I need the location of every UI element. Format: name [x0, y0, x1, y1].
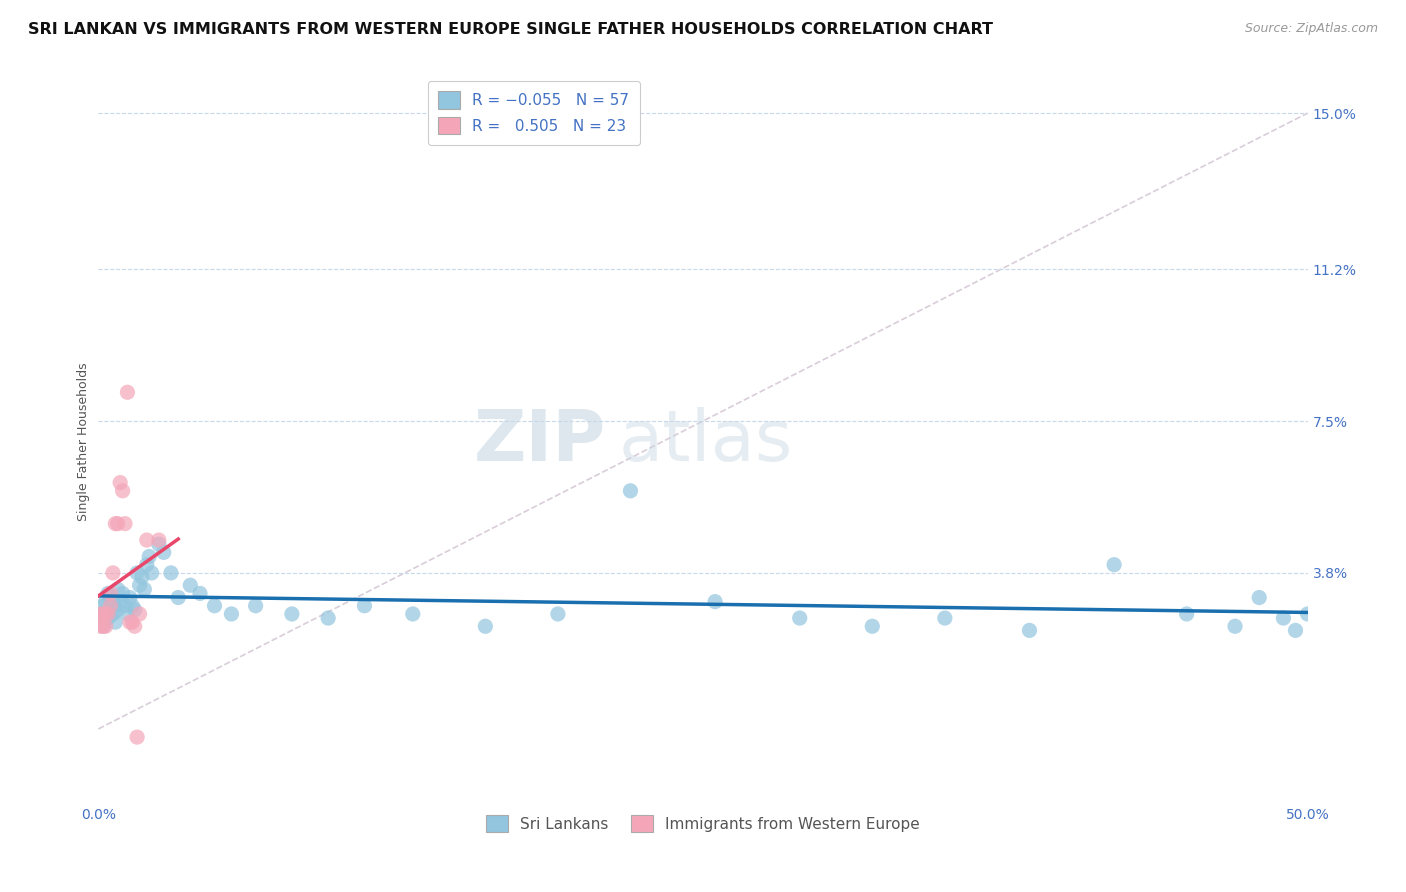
Point — [100, 591, 122, 605]
Point — [134, 582, 156, 597]
Point — [124, 603, 146, 617]
Point — [704, 594, 727, 608]
Point — [141, 566, 163, 580]
Point — [1018, 624, 1040, 638]
Point — [101, 607, 124, 621]
Point — [114, 516, 136, 531]
Point — [188, 586, 211, 600]
Point — [138, 549, 160, 564]
Point — [127, 730, 149, 744]
Point — [127, 566, 149, 580]
Point — [860, 619, 883, 633]
Point — [204, 599, 226, 613]
Point — [108, 594, 131, 608]
Point — [179, 578, 201, 592]
Point — [107, 516, 129, 531]
Point — [281, 607, 304, 621]
Point — [104, 599, 127, 613]
Point — [90, 607, 112, 621]
Point — [94, 607, 117, 621]
Point — [1102, 558, 1125, 572]
Point — [100, 599, 122, 613]
Point — [1296, 607, 1319, 621]
Point — [789, 611, 811, 625]
Point — [94, 619, 117, 633]
Point — [1249, 591, 1271, 605]
Point — [148, 533, 170, 547]
Point — [135, 558, 157, 572]
Point — [97, 586, 120, 600]
Point — [1175, 607, 1198, 621]
Point — [148, 537, 170, 551]
Point — [131, 570, 153, 584]
Point — [1272, 611, 1295, 625]
Point — [934, 611, 956, 625]
Point — [100, 603, 122, 617]
Point — [121, 599, 143, 613]
Point — [91, 607, 114, 621]
Point — [245, 599, 267, 613]
Legend: Sri Lankans, Immigrants from Western Europe: Sri Lankans, Immigrants from Western Eur… — [481, 809, 925, 838]
Point — [121, 615, 143, 630]
Point — [402, 607, 425, 621]
Point — [94, 594, 117, 608]
Point — [100, 586, 122, 600]
Point — [117, 607, 139, 621]
Point — [91, 599, 114, 613]
Point — [108, 475, 131, 490]
Point — [111, 586, 134, 600]
Point — [118, 615, 141, 630]
Point — [91, 619, 114, 633]
Point — [101, 594, 124, 608]
Point — [97, 607, 120, 621]
Point — [124, 619, 146, 633]
Point — [316, 611, 339, 625]
Text: ZIP: ZIP — [474, 407, 606, 476]
Point — [97, 611, 120, 625]
Point — [1223, 619, 1246, 633]
Text: SRI LANKAN VS IMMIGRANTS FROM WESTERN EUROPE SINGLE FATHER HOUSEHOLDS CORRELATIO: SRI LANKAN VS IMMIGRANTS FROM WESTERN EU… — [28, 22, 993, 37]
Point — [90, 607, 112, 621]
Point — [167, 591, 190, 605]
Point — [135, 533, 157, 547]
Point — [152, 545, 174, 559]
Point — [107, 603, 129, 617]
Point — [114, 599, 136, 613]
Point — [111, 483, 134, 498]
Point — [107, 582, 129, 597]
Point — [474, 619, 496, 633]
Point — [160, 566, 183, 580]
Point — [118, 591, 141, 605]
Point — [91, 619, 114, 633]
Point — [547, 607, 569, 621]
Text: Source: ZipAtlas.com: Source: ZipAtlas.com — [1244, 22, 1378, 36]
Point — [101, 566, 124, 580]
Point — [619, 483, 641, 498]
Point — [94, 607, 117, 621]
Text: atlas: atlas — [619, 407, 793, 476]
Point — [128, 607, 150, 621]
Point — [90, 619, 112, 633]
Point — [104, 615, 127, 630]
Point — [117, 385, 139, 400]
Point — [221, 607, 243, 621]
Y-axis label: Single Father Households: Single Father Households — [77, 362, 90, 521]
Point — [1284, 624, 1306, 638]
Point — [353, 599, 375, 613]
Point — [104, 516, 127, 531]
Point — [128, 578, 150, 592]
